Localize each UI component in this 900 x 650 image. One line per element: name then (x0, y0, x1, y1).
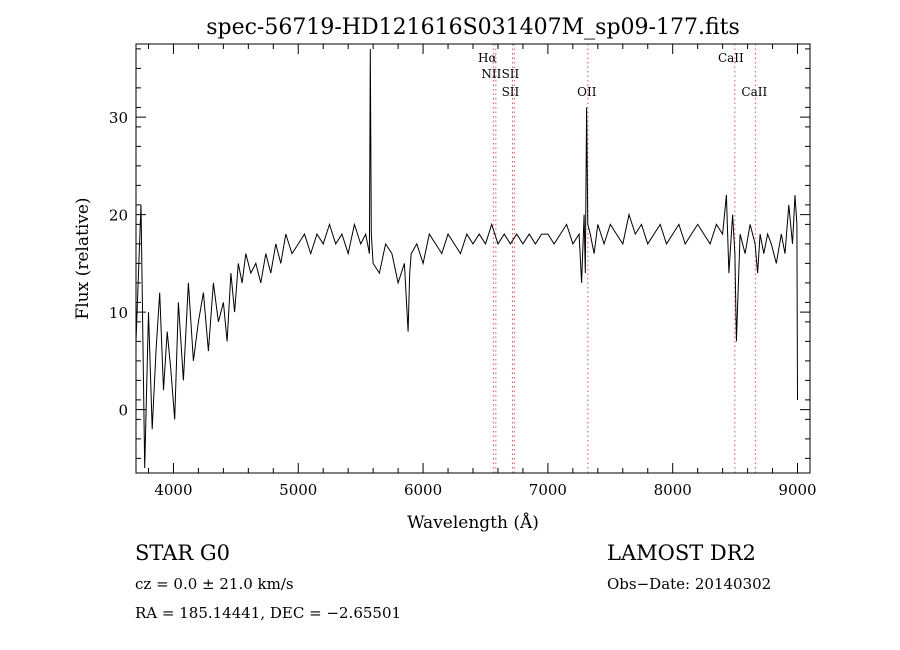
spectral-line-label: Hα (478, 51, 497, 65)
y-axis-label: Flux (relative) (73, 197, 93, 319)
spectral-line-label: CaII (741, 85, 767, 99)
x-tick-label: 5000 (279, 481, 317, 499)
chart-title: spec-56719-HD121616S031407M_sp09-177.fit… (206, 15, 740, 40)
survey-label: LAMOST DR2 (607, 541, 756, 565)
x-tick-label: 8000 (654, 481, 692, 499)
obs-date-label: Obs−Date: 20140302 (607, 575, 772, 593)
spectral-line-label: CaII (718, 51, 744, 65)
spectral-line-label: NII (481, 67, 501, 81)
x-axis-label: Wavelength (Å) (407, 512, 539, 533)
x-tick-label: 7000 (529, 481, 567, 499)
spectral-line-label: SII (502, 85, 520, 99)
x-tick-label: 9000 (778, 481, 816, 499)
x-tick-label: 4000 (154, 481, 192, 499)
x-tick-label: 6000 (404, 481, 442, 499)
y-tick-label: 20 (109, 207, 128, 225)
y-tick-label: 0 (118, 402, 128, 420)
redshift-label: cz = 0.0 ± 21.0 km/s (135, 575, 294, 593)
y-tick-label: 30 (109, 109, 128, 127)
spectrum-line (135, 48, 798, 469)
object-class-label: STAR G0 (135, 541, 231, 565)
coordinates-label: RA = 185.14441, DEC = −2.65501 (135, 604, 402, 622)
y-tick-label: 10 (109, 304, 128, 322)
plot-frame (135, 43, 811, 474)
spectral-line-label: SII (502, 67, 520, 81)
spectral-line-label: OII (577, 85, 597, 99)
